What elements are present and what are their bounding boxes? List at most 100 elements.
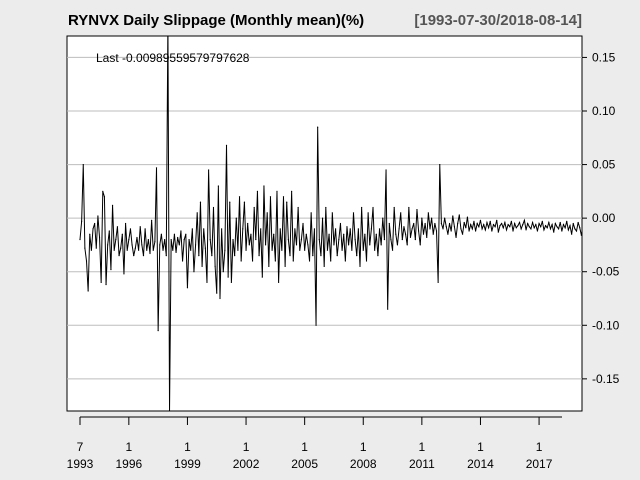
data-point — [580, 234, 582, 236]
data-point — [98, 236, 101, 239]
x-tick-month-label: 1 — [301, 440, 308, 454]
data-point — [434, 222, 436, 225]
data-point — [186, 287, 189, 289]
data-point — [579, 227, 581, 229]
data-point — [571, 233, 573, 235]
data-point — [458, 214, 460, 216]
data-point — [351, 249, 353, 251]
data-point — [510, 220, 512, 222]
data-point — [194, 244, 197, 246]
data-point — [391, 249, 394, 251]
data-point — [87, 290, 89, 292]
data-point — [209, 238, 211, 241]
data-point — [333, 244, 335, 246]
data-point — [427, 212, 429, 214]
data-point — [400, 212, 402, 214]
data-point — [282, 196, 285, 198]
data-point — [201, 265, 203, 267]
data-point — [336, 255, 338, 257]
data-point — [221, 228, 223, 230]
x-tick-year-label: 2008 — [350, 457, 377, 471]
data-point — [297, 206, 299, 209]
data-point — [183, 238, 185, 241]
data-point — [276, 190, 278, 192]
data-point — [509, 226, 511, 228]
grid-layer — [67, 56, 582, 380]
data-point — [444, 217, 446, 219]
data-point — [497, 231, 499, 233]
data-point — [105, 283, 107, 286]
data-point — [172, 249, 174, 251]
data-point — [396, 244, 399, 246]
data-point — [294, 228, 296, 230]
data-point — [129, 228, 132, 230]
data-point — [504, 221, 506, 224]
data-point — [320, 255, 322, 257]
data-point — [253, 206, 255, 209]
data-point — [334, 228, 337, 230]
data-point — [256, 190, 259, 192]
y-tick-label: 0.05 — [592, 158, 616, 172]
data-point — [178, 244, 180, 246]
data-point — [439, 163, 441, 166]
data-point — [489, 220, 491, 222]
data-point — [514, 222, 516, 225]
data-point — [362, 249, 364, 251]
data-point — [232, 238, 234, 241]
data-point — [361, 206, 363, 209]
data-point — [414, 238, 416, 241]
data-point — [260, 228, 262, 230]
data-point — [225, 144, 228, 146]
data-point — [120, 247, 122, 249]
data-point — [461, 233, 464, 235]
data-point — [126, 249, 128, 251]
data-point — [543, 229, 545, 231]
data-point — [318, 238, 320, 241]
data-point — [492, 223, 495, 226]
data-point — [212, 206, 215, 209]
data-point — [479, 219, 482, 221]
data-point — [364, 233, 366, 235]
data-point — [548, 221, 550, 224]
data-point — [453, 226, 456, 228]
data-point — [561, 230, 563, 232]
data-point — [466, 216, 469, 218]
data-point — [181, 260, 184, 262]
data-point — [558, 228, 560, 230]
data-point — [385, 169, 387, 171]
data-point — [188, 238, 190, 241]
y-tick-label: 0.00 — [592, 211, 616, 225]
data-point — [442, 228, 444, 230]
x-tick-month-label: 1 — [360, 440, 367, 454]
data-point — [365, 260, 368, 262]
data-point — [92, 228, 94, 230]
data-point — [111, 204, 114, 206]
data-point — [107, 244, 109, 246]
data-point — [448, 222, 451, 225]
data-point — [387, 308, 389, 310]
data-point — [484, 229, 486, 231]
data-point — [527, 222, 529, 225]
data-point — [339, 222, 342, 225]
data-point — [139, 226, 141, 228]
data-point — [554, 222, 556, 225]
data-point — [331, 212, 333, 214]
data-point — [234, 255, 236, 257]
data-point — [147, 238, 149, 241]
data-point — [383, 238, 386, 241]
data-point — [82, 163, 84, 166]
data-point — [380, 244, 382, 246]
data-point — [141, 244, 143, 246]
data-point — [429, 228, 431, 230]
data-point — [157, 330, 159, 332]
data-point — [559, 221, 561, 224]
data-point — [566, 220, 568, 222]
data-point — [196, 212, 198, 214]
data-point — [238, 196, 241, 198]
data-point — [229, 201, 231, 203]
data-point — [159, 244, 161, 246]
data-point — [556, 226, 558, 228]
data-point — [352, 212, 355, 214]
data-point — [341, 249, 343, 251]
